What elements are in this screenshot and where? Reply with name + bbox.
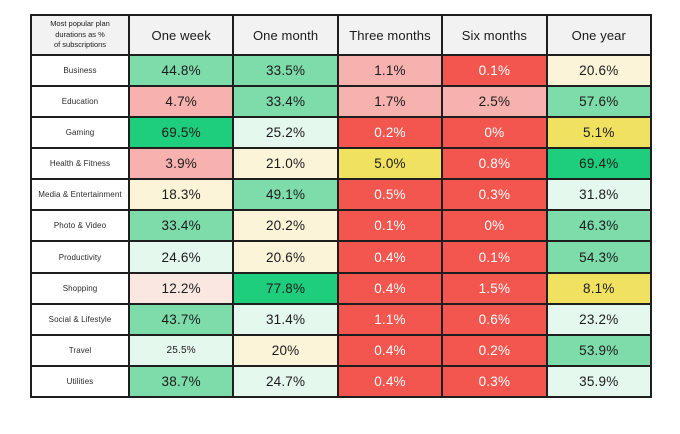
- heatmap-cell: 8.1%: [545, 271, 653, 305]
- row-label: Social & Lifestyle: [30, 302, 130, 336]
- table-row: Gaming 69.5% 25.2% 0.2% 0% 5.1%: [30, 116, 653, 150]
- table-row: Media & Entertainment 18.3% 49.1% 0.5% 0.3% 3…: [30, 178, 653, 212]
- row-label: Travel: [30, 333, 130, 367]
- heatmap-cell: 1.7%: [336, 85, 444, 119]
- heatmap-cell: 20.2%: [232, 209, 339, 243]
- heatmap-cell: 4.7%: [127, 85, 235, 119]
- heatmap-cell: 77.8%: [232, 271, 339, 305]
- table-row: Travel 25.5% 20% 0.4% 0.2% 53.9%: [30, 333, 653, 367]
- plan-duration-heatmap-table: Most popular plan durations as % of subs…: [30, 14, 653, 399]
- heatmap-cell: 0.6%: [441, 302, 548, 336]
- heatmap-cell: 0.2%: [336, 116, 444, 150]
- heatmap-cell: 0.4%: [336, 333, 444, 367]
- column-header: One week: [127, 14, 235, 56]
- heatmap-cell: 0.3%: [441, 178, 548, 212]
- heatmap-cell: 33.4%: [232, 85, 339, 119]
- column-header: One year: [545, 14, 653, 56]
- row-label: Shopping: [30, 271, 130, 305]
- row-label: Health & Fitness: [30, 147, 130, 181]
- heatmap-cell: 21.0%: [232, 147, 339, 181]
- heatmap-cell: 0%: [441, 116, 548, 150]
- heatmap-cell: 0.4%: [336, 240, 444, 274]
- heatmap-cell: 49.1%: [232, 178, 339, 212]
- heatmap-cell: 0.1%: [441, 53, 548, 88]
- heatmap-cell: 1.5%: [441, 271, 548, 305]
- heatmap-cell: 0.5%: [336, 178, 444, 212]
- table-row: Photo & Video 33.4% 20.2% 0.1% 0% 46.3%: [30, 209, 653, 243]
- heatmap-cell: 33.4%: [127, 209, 235, 243]
- heatmap-cell: 20.6%: [545, 53, 653, 88]
- heatmap-body: Business 44.8% 33.5% 1.1% 0.1% 20.6% Education…: [30, 53, 653, 399]
- row-label: Business: [30, 53, 130, 88]
- heatmap-cell: 33.5%: [232, 53, 339, 88]
- column-header: Six months: [441, 14, 548, 56]
- heatmap-cell: 5.1%: [545, 116, 653, 150]
- heatmap-cell: 35.9%: [545, 364, 653, 399]
- heatmap-cell: 23.2%: [545, 302, 653, 336]
- row-label: Utilities: [30, 364, 130, 399]
- heatmap-cell: 31.8%: [545, 178, 653, 212]
- row-label: Gaming: [30, 116, 130, 150]
- heatmap-cell: 0.2%: [441, 333, 548, 367]
- heatmap-cell: 0.8%: [441, 147, 548, 181]
- heatmap-cell: 53.9%: [545, 333, 653, 367]
- table-row: Productivity 24.6% 20.6% 0.4% 0.1% 54.3%: [30, 240, 653, 274]
- heatmap-cell: 5.0%: [336, 147, 444, 181]
- heatmap-cell: 2.5%: [441, 85, 548, 119]
- table-row: Education 4.7% 33.4% 1.7% 2.5% 57.6%: [30, 85, 653, 119]
- heatmap-cell: 69.5%: [127, 116, 235, 150]
- heatmap-cell: 24.7%: [232, 364, 339, 399]
- heatmap-cell: 20.6%: [232, 240, 339, 274]
- table-row: Utilities 38.7% 24.7% 0.4% 0.3% 35.9%: [30, 364, 653, 399]
- heatmap-cell: 12.2%: [127, 271, 235, 305]
- column-header: One month: [232, 14, 339, 56]
- corner-header: Most popular plan durations as % of subs…: [30, 14, 130, 56]
- heatmap-cell: 54.3%: [545, 240, 653, 274]
- heatmap-cell: 57.6%: [545, 85, 653, 119]
- heatmap-cell: 0.4%: [336, 271, 444, 305]
- heatmap-cell: 0.3%: [441, 364, 548, 399]
- heatmap-cell: 18.3%: [127, 178, 235, 212]
- heatmap-cell: 24.6%: [127, 240, 235, 274]
- row-label: Education: [30, 85, 130, 119]
- heatmap-cell: 46.3%: [545, 209, 653, 243]
- heatmap-cell: 38.7%: [127, 364, 235, 399]
- heatmap-cell: 43.7%: [127, 302, 235, 336]
- header-row: Most popular plan durations as % of subs…: [30, 14, 653, 56]
- heatmap-cell: 25.2%: [232, 116, 339, 150]
- heatmap-cell: 1.1%: [336, 302, 444, 336]
- heatmap-cell: 0%: [441, 209, 548, 243]
- heatmap-cell: 0.1%: [336, 209, 444, 243]
- table-row: Business 44.8% 33.5% 1.1% 0.1% 20.6%: [30, 53, 653, 88]
- heatmap-cell: 0.4%: [336, 364, 444, 399]
- heatmap-cell: 1.1%: [336, 53, 444, 88]
- heatmap-cell: 25.5%: [127, 333, 235, 367]
- table-row: Shopping 12.2% 77.8% 0.4% 1.5% 8.1%: [30, 271, 653, 305]
- heatmap-cell: 31.4%: [232, 302, 339, 336]
- column-header: Three months: [336, 14, 444, 56]
- heatmap-cell: 44.8%: [127, 53, 235, 88]
- heatmap-cell: 69.4%: [545, 147, 653, 181]
- row-label: Productivity: [30, 240, 130, 274]
- heatmap-cell: 3.9%: [127, 147, 235, 181]
- heatmap-cell: 0.1%: [441, 240, 548, 274]
- heatmap-cell: 20%: [232, 333, 339, 367]
- table-row: Social & Lifestyle 43.7% 31.4% 1.1% 0.6% 23.2…: [30, 302, 653, 336]
- row-label: Media & Entertainment: [30, 178, 130, 212]
- table-row: Health & Fitness 3.9% 21.0% 5.0% 0.8% 69.4%: [30, 147, 653, 181]
- row-label: Photo & Video: [30, 209, 130, 243]
